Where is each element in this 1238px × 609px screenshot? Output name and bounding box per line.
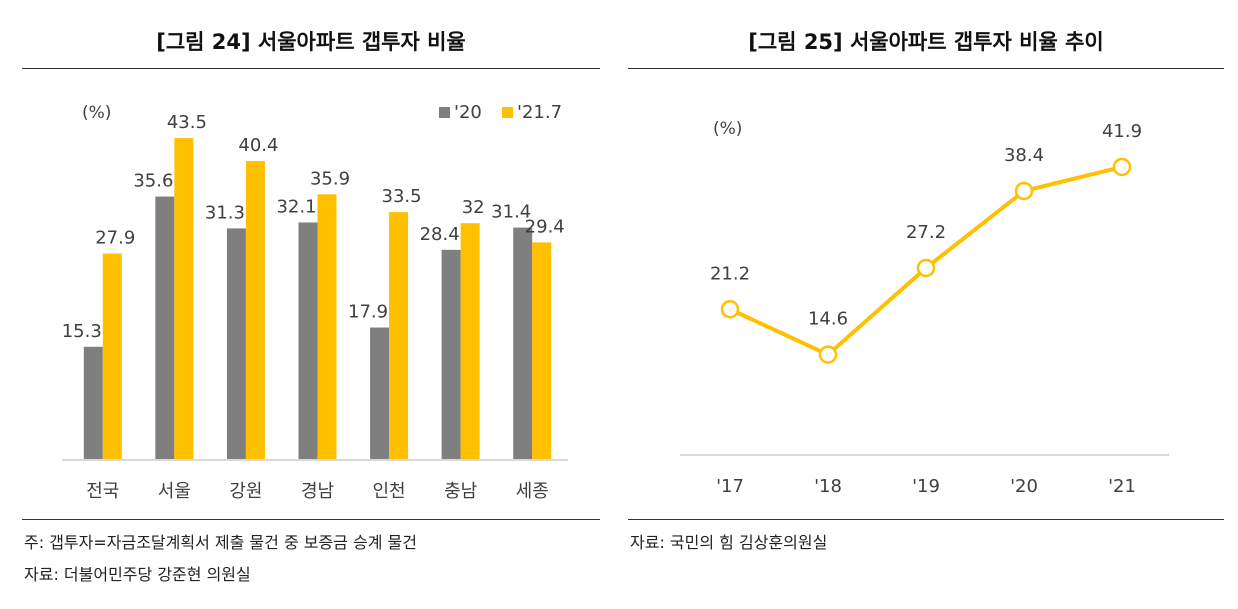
bar-series-2021-2 — [174, 138, 194, 460]
x-tick-label-3: 강원 — [229, 481, 262, 502]
bar-series-2021-4 — [317, 194, 337, 460]
line-data-label-1: 21.2 — [710, 263, 750, 284]
line-point-5 — [1112, 157, 1132, 177]
bar-chart-panel: [그림 24] 서울아파트 갭투자 비율 (%) 15.3 27.9 전국 35.6 43… — [22, 0, 600, 609]
line-point-1 — [720, 300, 740, 319]
line-chart-source: 자료: 국민의 힘 김상훈의원실 — [630, 533, 828, 552]
line-x-tick-label-5: '21 — [1108, 476, 1136, 497]
data-label-series-2021-5: 33.5 — [382, 186, 422, 207]
bar-chart-title: [그림 24] 서울아파트 갭투자 비율 — [156, 30, 466, 54]
data-label-series-2020-6: 28.4 — [420, 224, 460, 245]
line-data-label-5: 41.9 — [1102, 121, 1142, 142]
data-label-series-2021-6: 32 — [462, 197, 485, 218]
bar-series-2020-7 — [513, 227, 533, 460]
x-tick-label-2: 서울 — [158, 481, 191, 502]
x-tick-label-4: 경남 — [301, 481, 334, 502]
bar-chart-top-rule — [22, 68, 600, 69]
bar-series-2020-4 — [298, 222, 318, 460]
line-point-4 — [1014, 181, 1034, 201]
x-tick-label-5: 인천 — [373, 481, 406, 502]
bar-chart-unit-label: (%) — [82, 103, 111, 123]
line-chart-panel: [그림 25] 서울아파트 갭투자 비율 추이 (%) 21.2 '17 14.6 '1… — [628, 0, 1224, 609]
data-label-series-2020-4: 32.1 — [276, 196, 316, 217]
legend-label-2020: '20 — [454, 102, 482, 123]
data-label-series-2020-1: 15.3 — [62, 321, 102, 342]
x-tick-label-6: 충남 — [444, 481, 477, 502]
line-x-tick-label-1: '17 — [716, 476, 744, 497]
line-chart-top-rule — [628, 68, 1224, 69]
legend-label-2021: '21.7 — [517, 102, 562, 123]
data-label-series-2020-2: 35.6 — [133, 171, 173, 192]
line-chart: (%) 21.2 '17 14.6 '18 27.2 '19 38.4 '20 41.9 '21 — [680, 119, 1169, 497]
data-label-series-2020-3: 31.3 — [205, 202, 245, 223]
x-tick-label-1: 전국 — [86, 481, 119, 502]
line-x-tick-label-2: '18 — [814, 476, 842, 497]
data-label-series-2021-4: 35.9 — [310, 168, 350, 189]
line-chart-title: [그림 25] 서울아파트 갭투자 비율 추이 — [748, 30, 1104, 54]
line-x-tick-label-3: '19 — [912, 476, 940, 497]
x-tick-label-7: 세종 — [516, 481, 549, 502]
bar-chart-footnote: 주: 갭투자=자금조달계획서 제출 물건 중 보증금 승계 물건 — [24, 533, 417, 552]
line-point-3 — [916, 258, 936, 278]
line-x-tick-label-4: '20 — [1010, 476, 1038, 497]
data-label-series-2020-7: 31.4 — [491, 202, 531, 223]
bar-series-2021-6 — [460, 223, 480, 460]
line-data-label-4: 38.4 — [1004, 145, 1044, 166]
bar-series-2021-1 — [102, 253, 122, 460]
line-chart-unit-label: (%) — [713, 119, 742, 139]
legend-swatch-2021 — [502, 107, 513, 118]
bar-series-2020-5 — [370, 327, 390, 460]
data-label-series-2021-3: 40.4 — [238, 135, 278, 156]
bar-chart-bottom-rule — [22, 519, 600, 520]
legend-swatch-2020 — [439, 107, 450, 118]
line-data-label-2: 14.6 — [808, 309, 848, 330]
line-point-2 — [818, 345, 838, 364]
data-label-series-2020-5: 17.9 — [348, 302, 388, 323]
line-data-label-3: 27.2 — [906, 222, 946, 243]
bar-series-2020-1 — [83, 346, 103, 460]
bar-chart: (%) 15.3 27.9 전국 35.6 43.5 서울 31.3 40.4 강원 32.1 35.… — [62, 102, 568, 502]
line-chart-bottom-rule — [628, 519, 1224, 520]
bar-series-2021-7 — [532, 242, 552, 460]
data-label-series-2021-1: 27.9 — [95, 228, 135, 249]
bar-series-2020-2 — [155, 196, 175, 460]
bar-series-2021-3 — [245, 161, 265, 461]
bar-series-2021-5 — [389, 212, 409, 460]
bar-chart-source: 자료: 더불어민주당 강준현 의원실 — [24, 565, 251, 584]
bar-series-2020-6 — [441, 249, 461, 460]
bar-series-2020-3 — [226, 228, 246, 460]
data-label-series-2021-7: 29.4 — [525, 216, 565, 237]
data-label-series-2021-2: 43.5 — [167, 112, 207, 133]
